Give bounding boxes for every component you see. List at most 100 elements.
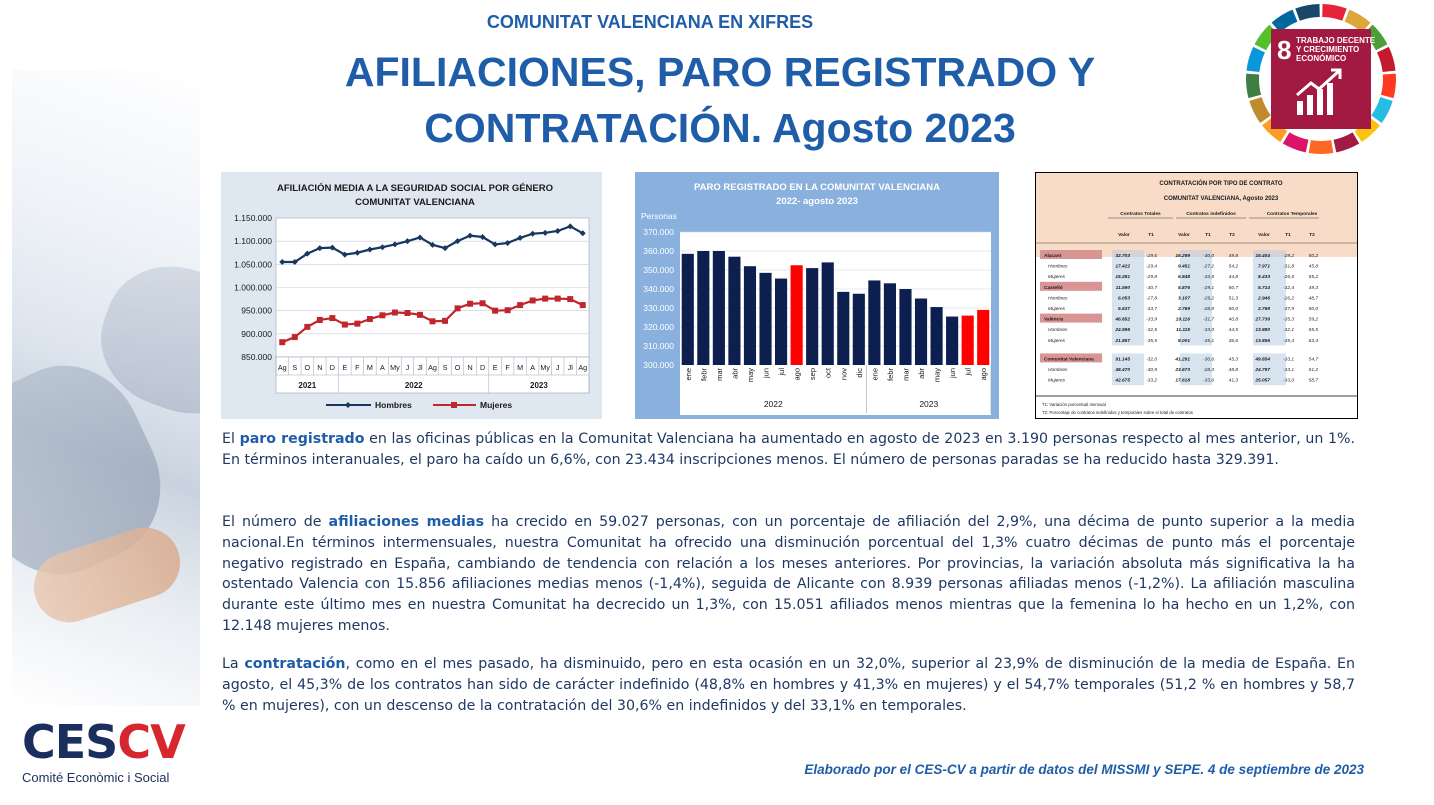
table-cell: -37,9 [1283,306,1294,312]
table-region-bar [1040,281,1102,291]
table-cell: 55,2 [1309,274,1319,280]
chart2-ytick: 310.000 [643,341,674,351]
chart2-xtick: jun [948,368,957,379]
chart2-xtick: oct [824,367,833,378]
chart1-xtick: N [467,363,472,372]
chart2-ytick: 320.000 [643,322,674,332]
chart1-ytick: 950.000 [241,306,272,316]
chart1-point [492,307,499,314]
table-row-label: Mujeres [1048,306,1066,312]
chart2-bar [852,293,865,365]
bold-paro-registrado: paro registrado [239,431,365,447]
sdg-label-3: ECONÓMICO [1296,54,1346,63]
chart2-xtick: sep [808,368,817,380]
chart1-point [467,232,474,239]
chart1-point [479,300,486,307]
chart2-bar [806,268,819,365]
table-cell: 13.856 [1255,338,1270,344]
table-cell: 5.714 [1258,285,1270,291]
chart2-year-label: 2023 [919,399,938,409]
table-cell: 2.946 [1257,295,1270,301]
table-cell: -33,7 [1146,306,1157,312]
chart2-bar [712,251,725,365]
chart2-bar [837,291,850,365]
chart1-point [542,295,549,302]
table-cell: 48,7 [1309,295,1319,301]
table-cell: -26,5 [1283,274,1294,280]
table-col-header: Valor [1118,232,1130,238]
table-cell: 6.053 [1118,295,1130,301]
table-region-bar [1040,250,1102,259]
table-cell: 6.848 [1178,274,1190,280]
table-cell: 23.673 [1174,367,1190,373]
table-cell: 51,2 [1309,367,1319,373]
chart1-point [454,238,461,245]
table-cell: 25.057 [1254,378,1270,384]
chart2-bar [868,280,881,365]
affiliation-line-chart: AFILIACIÓN MEDIA A LA SEGURIDAD SOCIAL P… [221,172,602,419]
chart1-xtick: D [330,363,335,372]
table-row-label: Mujeres [1048,378,1066,384]
chart1-xtick: E [493,363,498,372]
chart1-year-label: 2021 [298,381,316,390]
table-cell: 46.852 [1114,317,1130,323]
chart1-xtick: My [540,363,550,372]
table-row-label: Hombres [1048,295,1068,301]
chart1-point [429,241,436,248]
chart2-bar [977,309,990,365]
chart1-point [467,300,474,307]
table-cell: 19.116 [1176,317,1191,323]
table-subtitle: COMUNITAT VALENCIANA, Agosto 2023 [1164,196,1279,202]
chart1-xtick: Ag [428,363,437,372]
chart1-point [442,317,449,324]
chart2-ytick: 350.000 [643,265,674,275]
table-cell: 17.422 [1115,264,1130,270]
table-cell: 5.876 [1178,285,1190,291]
paragraph-unemployment: El paro registrado en las oficinas públi… [222,431,1355,468]
chart2-bar [681,253,694,365]
chart1-xtick: N [317,363,322,372]
table-col-header: T2 [1229,232,1235,238]
chart1-point [479,233,486,240]
table-cell: 11.590 [1116,285,1131,291]
chart2-bar [914,298,928,365]
chart1-xtick: J [556,363,560,372]
paragraph-contracts: La contratación, como en el mes pasado, … [222,656,1356,714]
chart1-legend-mujeres: Mujeres [480,400,512,410]
table-cell: 17.618 [1175,378,1190,384]
table-cell: 8.001 [1178,338,1190,344]
sdg-label-1: TRABAJO DECENTE [1296,36,1376,45]
table-cell: 36,6 [1229,338,1239,344]
chart1-xtick: My [390,363,400,372]
table-note-2: T2: Porcentaje de contratos indefinidos … [1042,410,1193,415]
table-cell: 24.995 [1114,327,1130,333]
chart1-ytick: 1.150.000 [234,213,272,223]
chart2-ytick: 300.000 [643,360,674,370]
chart2-xtick: ago [979,368,988,381]
chart1-point [391,309,398,316]
table-cell: 3.107 [1178,295,1190,301]
table-cell: -33,0 [1283,378,1294,384]
table-cell: -30,0 [1203,253,1214,259]
chart1-xtick: O [305,363,311,372]
chart1-point [404,238,411,245]
chart2-xtick: jul [777,368,786,377]
table-cell: 15.281 [1115,274,1130,280]
chart1-point [554,227,561,234]
table-row-label: Hombres [1048,264,1068,270]
chart1-point [316,245,323,252]
table-cell: -28,9 [1203,306,1214,312]
chart1-point [279,339,286,346]
chart2-bar [743,266,757,365]
table-title: CONTRATACIÓN POR TIPO DE CONTRATO [1159,179,1283,187]
chart2-xtick: febr [699,368,708,381]
table-cell: 2.769 [1177,306,1190,312]
chart2-subtitle: 2022- agosto 2023 [776,196,858,207]
chart1-xtick: O [455,363,461,372]
table-cell: -35,5 [1146,338,1157,344]
page-kicker: COMUNITAT VALENCIANA EN XIFRES [486,12,814,32]
chart2-bar [961,315,974,365]
chart1-ytick: 1.100.000 [234,236,272,246]
chart1-year-label: 2022 [405,381,423,390]
chart2-ylabel: Personas [641,211,677,221]
